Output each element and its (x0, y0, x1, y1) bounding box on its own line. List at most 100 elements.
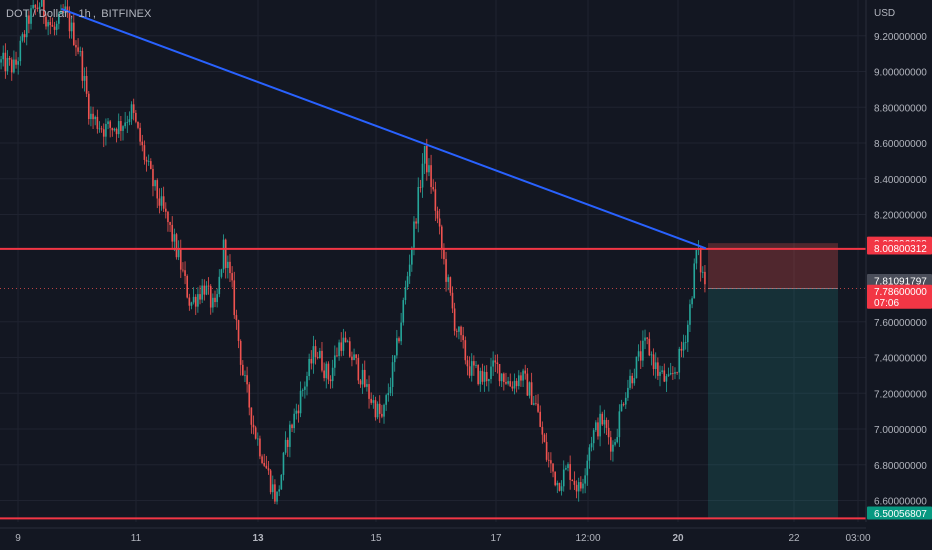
candle-body (436, 210, 439, 219)
candle-body (30, 8, 32, 24)
candle-body (462, 335, 464, 341)
price-tick-label: 8.60000000 (874, 139, 927, 150)
candle-body (393, 355, 396, 363)
time-tick-label: 9 (15, 533, 21, 544)
candle-body (520, 375, 522, 381)
candle-body (28, 15, 30, 24)
candle-body (498, 363, 501, 382)
candle-body (567, 464, 569, 469)
candle-body (83, 75, 86, 81)
candle-body (0, 59, 2, 63)
candle-body (312, 346, 315, 364)
chart-exchange: BITFINEX (101, 8, 152, 20)
entry-price-countdown: 07:06 (874, 298, 899, 309)
price-tick-label: 9.20000000 (874, 32, 927, 43)
candle-body (109, 121, 111, 128)
candle-body (304, 386, 306, 390)
candle-body (580, 482, 582, 489)
candle-body (10, 59, 13, 73)
price-tick-label: 6.60000000 (874, 497, 927, 508)
candle-body (188, 297, 191, 306)
candle-body (115, 128, 118, 135)
candle-body (327, 363, 330, 380)
candle-body (66, 6, 69, 13)
candle-body (612, 444, 614, 452)
price-tick-label: 8.40000000 (874, 175, 927, 186)
candle-body (201, 285, 203, 300)
candle-body (560, 486, 563, 491)
chart-title: DOT / Dollar, 1h, BITFINEX (6, 8, 152, 20)
candle-body (295, 410, 298, 414)
candle-body (233, 280, 236, 316)
candle-body (701, 271, 704, 273)
candle-body (597, 422, 599, 437)
take-profit-zone[interactable] (708, 288, 838, 519)
candle-body (319, 350, 321, 358)
candle-body (342, 337, 345, 351)
candle-body (75, 45, 77, 48)
candle-body (150, 161, 152, 169)
candle-body (40, 0, 43, 7)
chart-symbol: DOT / Dollar (6, 8, 69, 20)
candle-body (545, 441, 548, 460)
candle-body (21, 34, 24, 41)
candle-body (351, 356, 353, 361)
time-axis[interactable] (0, 522, 866, 550)
candle-body (571, 479, 574, 481)
candle-body (447, 277, 450, 282)
candle-body (242, 364, 244, 376)
candle-body (661, 370, 663, 372)
time-tick-label: 11 (131, 533, 142, 544)
candle-body (248, 384, 251, 408)
candle-body (507, 381, 509, 384)
last-price-badge (867, 274, 932, 288)
candle-body (620, 404, 623, 412)
price-tick-label: 8.20000000 (874, 211, 927, 222)
candle-body (229, 261, 231, 274)
candle-body (346, 341, 349, 343)
candle-body (17, 61, 19, 65)
candle-body (53, 26, 56, 30)
candle-body (522, 370, 524, 381)
candle-body (488, 379, 490, 382)
candle-body (203, 285, 206, 295)
candle-body (528, 382, 531, 396)
candle-body (691, 298, 693, 305)
candle-body (411, 247, 413, 265)
candle-body (179, 248, 182, 270)
candle-body (537, 403, 539, 412)
support-price-badge (867, 506, 932, 520)
candle-body (406, 276, 409, 287)
candle-body (676, 372, 678, 373)
candle-body (175, 234, 178, 258)
trendline[interactable] (61, 8, 707, 250)
time-tick-label: 12:00 (575, 533, 600, 544)
candle-body (642, 340, 644, 361)
candle-body (246, 375, 248, 385)
candle-body (428, 165, 430, 173)
candle-body (162, 196, 165, 209)
candle-body (417, 187, 420, 224)
candle-body (231, 273, 233, 281)
candle-body (530, 382, 533, 405)
candle-body (60, 11, 62, 14)
candle-body (363, 369, 366, 387)
candle-body (672, 373, 674, 374)
candle-body (466, 360, 469, 367)
candle-body (682, 342, 685, 351)
candle-body (370, 398, 372, 403)
resistance-price-label: 8.00800312 (874, 244, 927, 255)
candle-body (614, 442, 616, 445)
candle-body (32, 4, 34, 9)
candle-body (286, 439, 289, 447)
candle-body (419, 187, 422, 188)
candle-body (13, 59, 15, 73)
candle-body (650, 354, 653, 356)
candle-body (644, 337, 646, 341)
candle-body (449, 277, 452, 293)
stop-loss-zone[interactable] (708, 243, 838, 289)
candle-body (158, 198, 161, 206)
candle-body (334, 355, 336, 368)
